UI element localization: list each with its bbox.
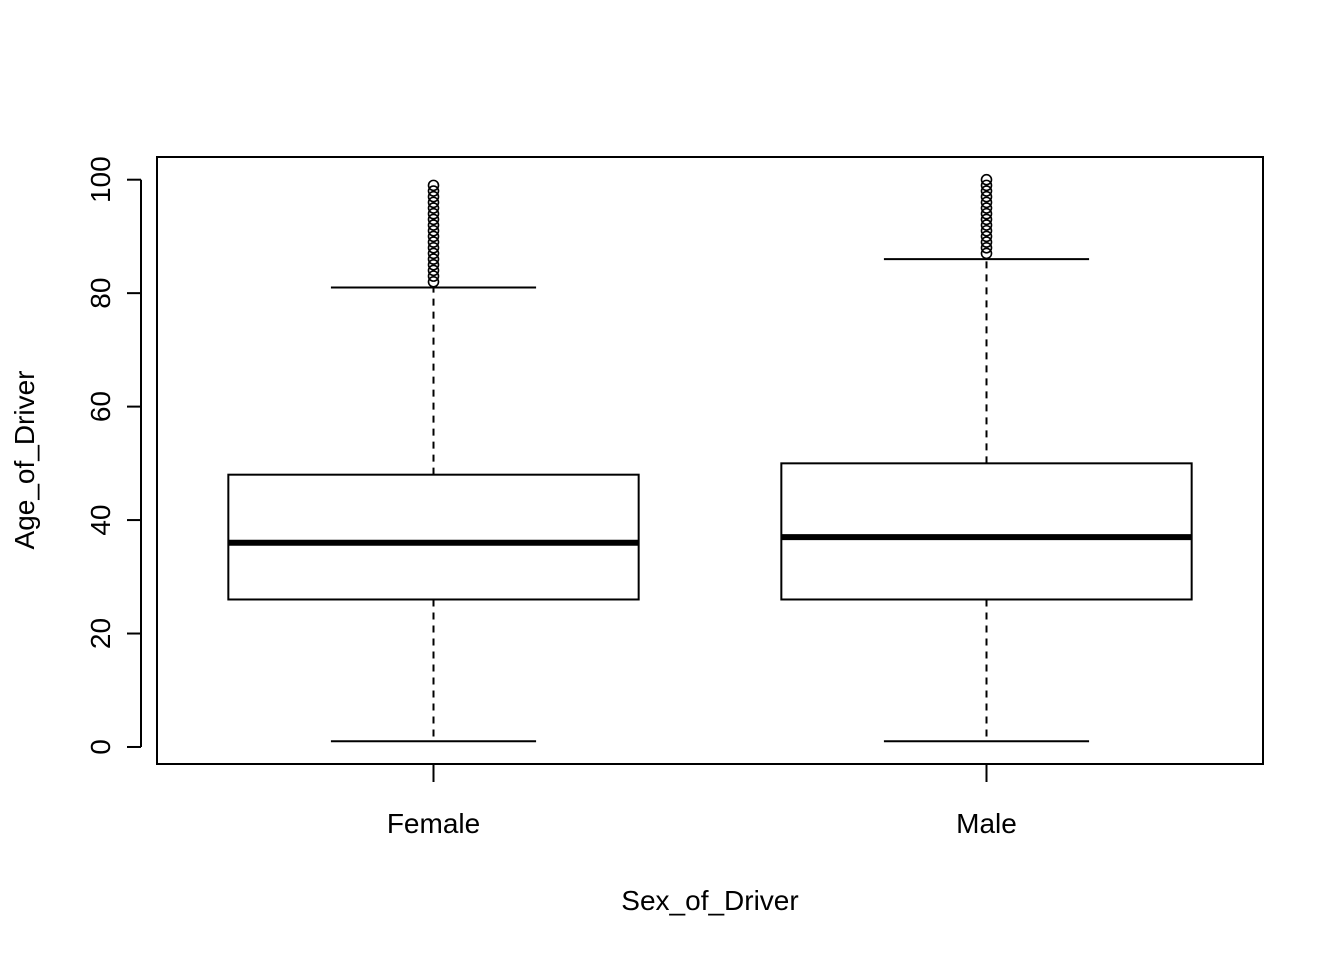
outlier-point — [427, 224, 440, 237]
outlier-point — [980, 207, 993, 220]
outlier-point — [427, 264, 440, 277]
y-tick-label: 100 — [85, 156, 116, 203]
y-tick-label: 20 — [85, 618, 116, 649]
outlier-point — [980, 196, 993, 209]
outlier-point — [427, 247, 440, 260]
box-female — [227, 179, 640, 743]
outlier-point — [427, 185, 440, 197]
x-axis-label: Sex_of_Driver — [621, 885, 798, 916]
x-tick-label: Male — [956, 808, 1017, 839]
plot-frame — [156, 156, 1264, 765]
iqr-box — [780, 462, 1193, 601]
outlier-point — [980, 213, 993, 226]
outlier-point — [980, 230, 993, 243]
outlier-point — [980, 185, 993, 197]
x-axis: Female Male — [387, 764, 1017, 839]
outlier-point — [980, 247, 993, 260]
outlier-point — [980, 219, 993, 231]
box-series — [227, 173, 1193, 743]
outlier-point — [980, 224, 993, 237]
outlier-point — [427, 230, 440, 243]
outlier-point — [427, 270, 440, 282]
outlier-point — [980, 173, 993, 186]
y-tick-label: 0 — [85, 739, 116, 755]
y-tick-label: 40 — [85, 504, 116, 535]
y-axis-label: Age_of_Driver — [9, 371, 40, 550]
x-tick-label: Female — [387, 808, 480, 839]
outlier-point — [980, 236, 993, 248]
outlier-point — [427, 213, 440, 226]
iqr-box — [227, 473, 640, 601]
box-male — [780, 173, 1193, 743]
outlier-point — [980, 241, 993, 254]
outlier-point — [427, 196, 440, 209]
y-tick-label: 80 — [85, 278, 116, 309]
outlier-point — [427, 179, 440, 192]
outlier-point — [427, 253, 440, 265]
outlier-point — [427, 219, 440, 231]
outlier-point — [980, 179, 993, 192]
y-tick-label: 60 — [85, 391, 116, 422]
outlier-point — [427, 236, 440, 248]
y-axis: 0 20 40 60 80 100 — [85, 156, 142, 755]
outlier-point — [427, 190, 440, 203]
outlier-point — [427, 241, 440, 254]
outlier-point — [427, 202, 440, 214]
outlier-point — [980, 202, 993, 214]
outlier-point — [427, 276, 440, 288]
outlier-point — [427, 258, 440, 271]
outlier-point — [980, 190, 993, 203]
outlier-point — [427, 207, 440, 220]
